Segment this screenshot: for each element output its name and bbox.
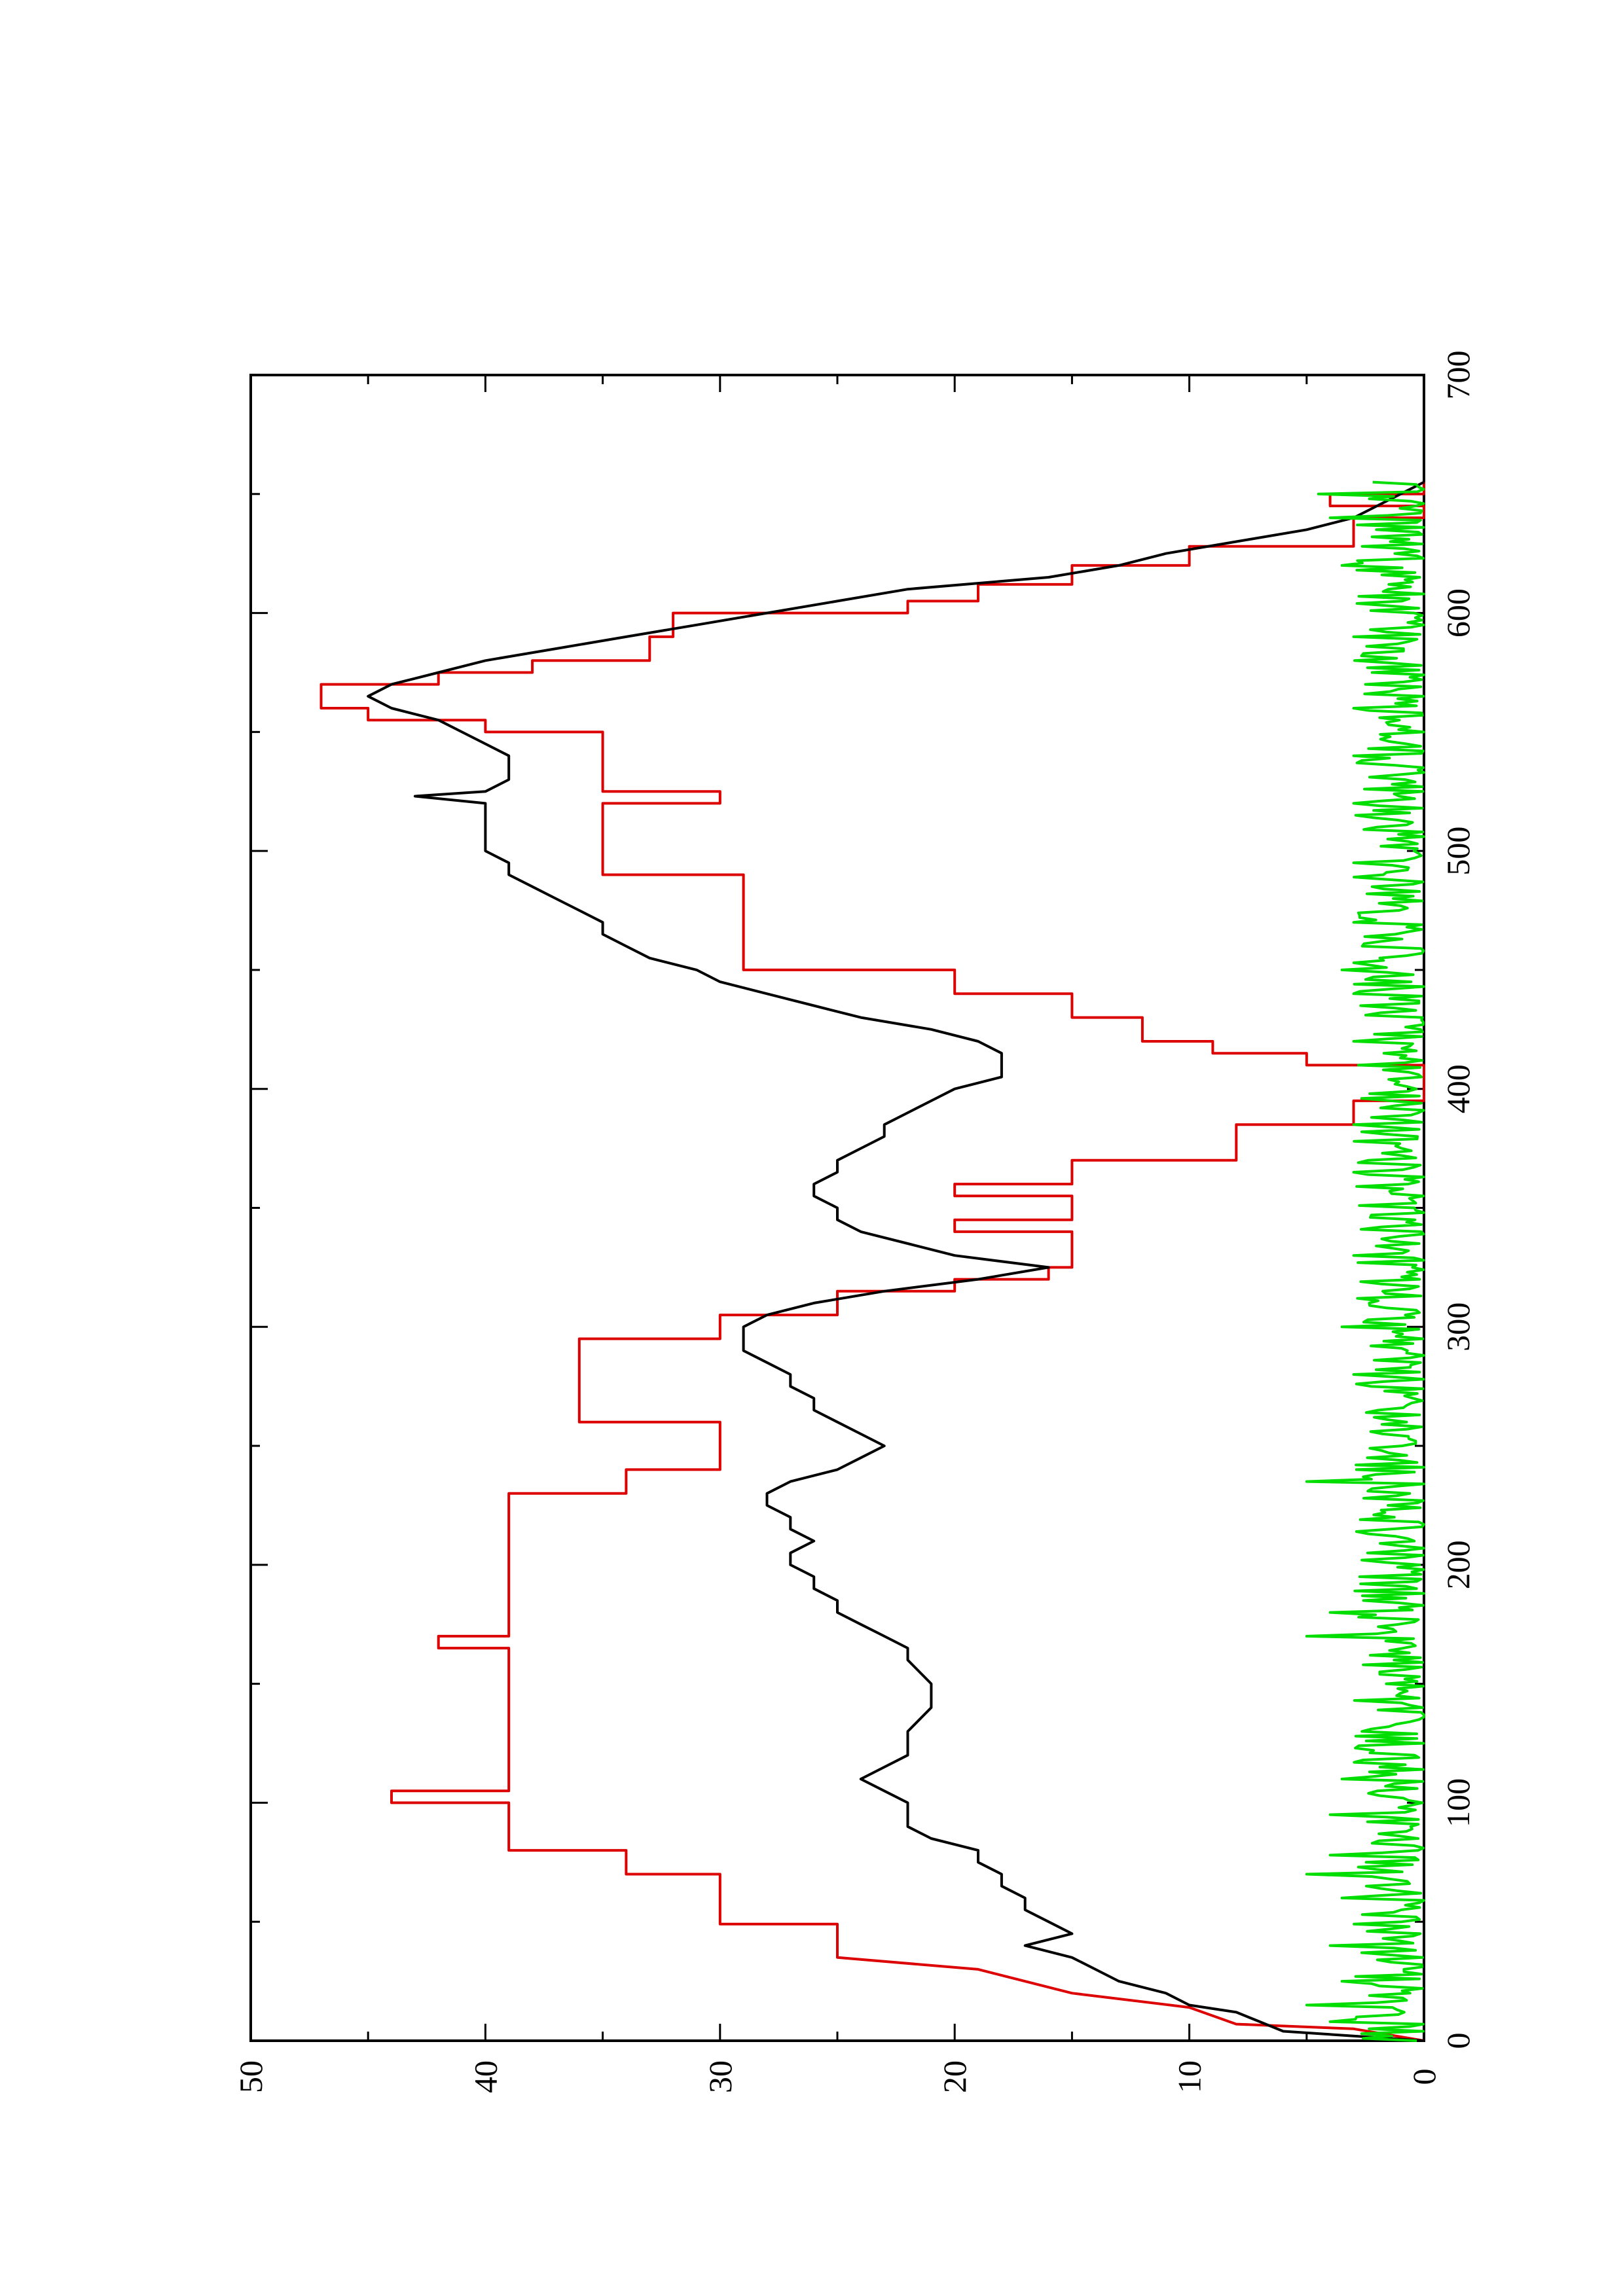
y-tick-label: 20 — [936, 2060, 973, 2093]
series-line-2 — [367, 480, 1425, 2042]
y-tick-label: 30 — [702, 2060, 739, 2093]
y-tick-label: 40 — [467, 2060, 503, 2093]
series-line-3 — [1305, 480, 1425, 2042]
y-tick-labels: 0 10 20 30 40 50 — [232, 2060, 1442, 2093]
x-tick-label: 100 — [1440, 1778, 1476, 1827]
y-tick-label: 10 — [1171, 2060, 1208, 2093]
x-tick-label: 600 — [1440, 588, 1476, 637]
x-tick-label: 200 — [1440, 1540, 1476, 1589]
x-tick-labels: 0 100 200 300 400 500 600 700 — [1440, 351, 1476, 2049]
y-tick-label: 0 — [1406, 2069, 1442, 2085]
x-tick-label: 500 — [1440, 827, 1476, 876]
y-tick-label: 50 — [232, 2060, 269, 2093]
x-tick-label: 400 — [1440, 1064, 1476, 1113]
x-tick-label: 0 — [1440, 2033, 1476, 2049]
x-tick-label: 300 — [1440, 1302, 1476, 1352]
series-group — [319, 480, 1425, 2042]
series-line-1 — [319, 482, 1425, 2042]
x-tick-label: 700 — [1440, 351, 1476, 400]
